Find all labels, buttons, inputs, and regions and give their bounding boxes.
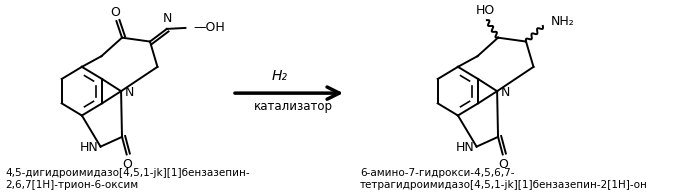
Text: O: O [110,6,120,19]
Text: —OH: —OH [194,21,225,35]
Text: 4,5-дигидроимидазо[4,5,1-jk][1]бензазепин-
2,6,7[1H]-трион-6-оксим: 4,5-дигидроимидазо[4,5,1-jk][1]бензазепи… [6,168,250,190]
Text: N: N [501,86,510,99]
Text: H₂: H₂ [272,69,288,83]
Text: N: N [163,12,172,25]
Text: O: O [123,158,133,171]
Text: HO: HO [475,4,495,17]
Text: HN: HN [456,141,475,154]
Text: N: N [125,86,134,99]
Text: катализатор: катализатор [254,100,333,113]
Text: NH₂: NH₂ [551,15,575,28]
Text: O: O [498,158,509,171]
Text: 6-амино-7-гидрокси-4,5,6,7-
тетрагидроимидазо[4,5,1-jk][1]бензазепин-2[1H]-он: 6-амино-7-гидрокси-4,5,6,7- тетрагидроим… [360,168,648,190]
Text: HN: HN [80,141,98,154]
